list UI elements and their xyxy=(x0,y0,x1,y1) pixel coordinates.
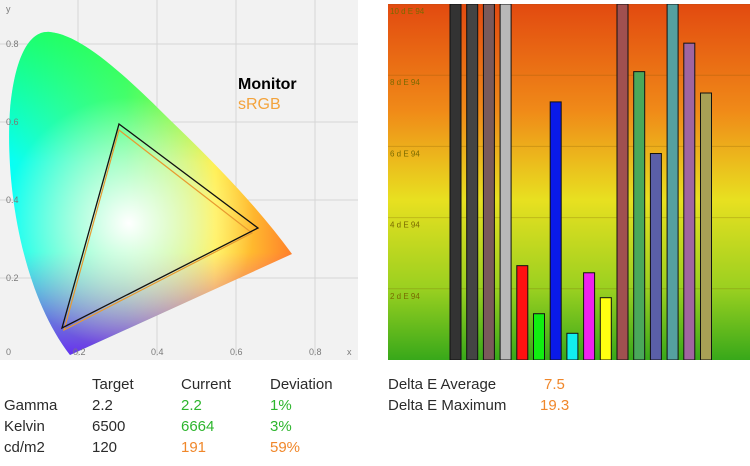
delta-e-bar xyxy=(583,272,596,361)
x-tick-label: 0.6 xyxy=(230,347,243,357)
measurement-table: Target Current Deviation Gamma 2.2 2.2 1… xyxy=(4,376,364,461)
x-tick-label: 0.2 xyxy=(73,347,86,357)
delta-e-bar xyxy=(566,332,579,361)
chromaticity-locus xyxy=(9,31,293,356)
y-tick-label: 0.6 xyxy=(6,117,19,127)
current-value: 6664 xyxy=(181,418,215,435)
cie-gamut-chart: y 0.8 0.6 0.4 0.2 0 0.2 0.4 0.6 0.8 x Mo… xyxy=(0,0,358,360)
delta-e-bar xyxy=(466,3,479,361)
delta-e-bar xyxy=(599,297,612,361)
y-axis-label: y xyxy=(6,4,11,14)
current-value: 2.2 xyxy=(181,397,202,414)
x-axis-label: x xyxy=(347,347,352,357)
current-value: 191 xyxy=(181,439,207,456)
delta-e-maximum-label: Delta E Maximum xyxy=(388,397,507,414)
delta-e-average-value: 7.5 xyxy=(544,376,565,393)
x-tick-label: 0.4 xyxy=(151,347,164,357)
delta-e-summary: Delta E Average 7.5 Delta E Maximum 19.3 xyxy=(388,376,688,420)
y-tick-label: 10 d E 94 xyxy=(390,7,425,16)
delta-e-svg: 10 d E 94 8 d E 94 6 d E 94 4 d E 94 2 d E 9… xyxy=(388,3,750,361)
y-tick-label: 6 d E 94 xyxy=(390,149,420,158)
delta-e-bar xyxy=(516,265,529,361)
delta-e-bar xyxy=(482,3,495,361)
delta-e-bar xyxy=(533,313,545,361)
y-tick-label: 0.4 xyxy=(6,195,19,205)
x-tick-label: 0.8 xyxy=(309,347,322,357)
delta-e-bar xyxy=(549,101,562,361)
deviation-value: 59% xyxy=(270,439,301,456)
delta-e-bar xyxy=(449,3,462,361)
target-value: 120 xyxy=(92,439,118,456)
legend-srgb: sRGB xyxy=(238,96,281,113)
bars xyxy=(449,3,712,361)
delta-e-bar xyxy=(616,3,629,361)
delta-e-bar xyxy=(649,153,662,361)
row-label: Kelvin xyxy=(4,418,45,435)
y-tick-label: 0.8 xyxy=(6,39,19,49)
y-tick-label: 0 xyxy=(6,347,11,357)
header-target: Target xyxy=(92,376,134,393)
deviation-value: 3% xyxy=(270,418,292,435)
srgb-triangle xyxy=(63,128,254,332)
deviation-value: 1% xyxy=(270,397,292,414)
y-tick-label: 8 d E 94 xyxy=(390,78,420,87)
target-value: 2.2 xyxy=(92,397,113,414)
delta-e-bar xyxy=(666,3,679,361)
chart-background xyxy=(388,4,750,360)
delta-e-bar xyxy=(683,42,696,361)
y-tick-label: 0.2 xyxy=(6,273,19,283)
row-label: cd/m2 xyxy=(4,439,45,456)
delta-e-chart: 10 d E 94 8 d E 94 6 d E 94 4 d E 94 2 d E 9… xyxy=(388,3,750,361)
delta-e-bar xyxy=(700,92,712,361)
cie-gamut-svg: y 0.8 0.6 0.4 0.2 0 0.2 0.4 0.6 0.8 x Mo… xyxy=(0,0,358,357)
header-current: Current xyxy=(181,376,232,393)
monitor-triangle xyxy=(60,122,260,330)
y-tick-label: 4 d E 94 xyxy=(390,221,420,230)
y-tick-labels: 10 d E 94 8 d E 94 6 d E 94 4 d E 94 2 d E 9… xyxy=(390,7,425,301)
header-deviation: Deviation xyxy=(270,376,333,393)
target-value: 6500 xyxy=(92,418,126,435)
y-tick-label: 2 d E 94 xyxy=(390,292,420,301)
delta-e-bar xyxy=(499,3,512,361)
delta-e-average-label: Delta E Average xyxy=(388,376,497,393)
delta-e-bar xyxy=(633,71,646,361)
legend-monitor: Monitor xyxy=(238,76,297,93)
delta-e-maximum-value: 19.3 xyxy=(540,397,570,414)
row-label: Gamma xyxy=(4,397,58,414)
